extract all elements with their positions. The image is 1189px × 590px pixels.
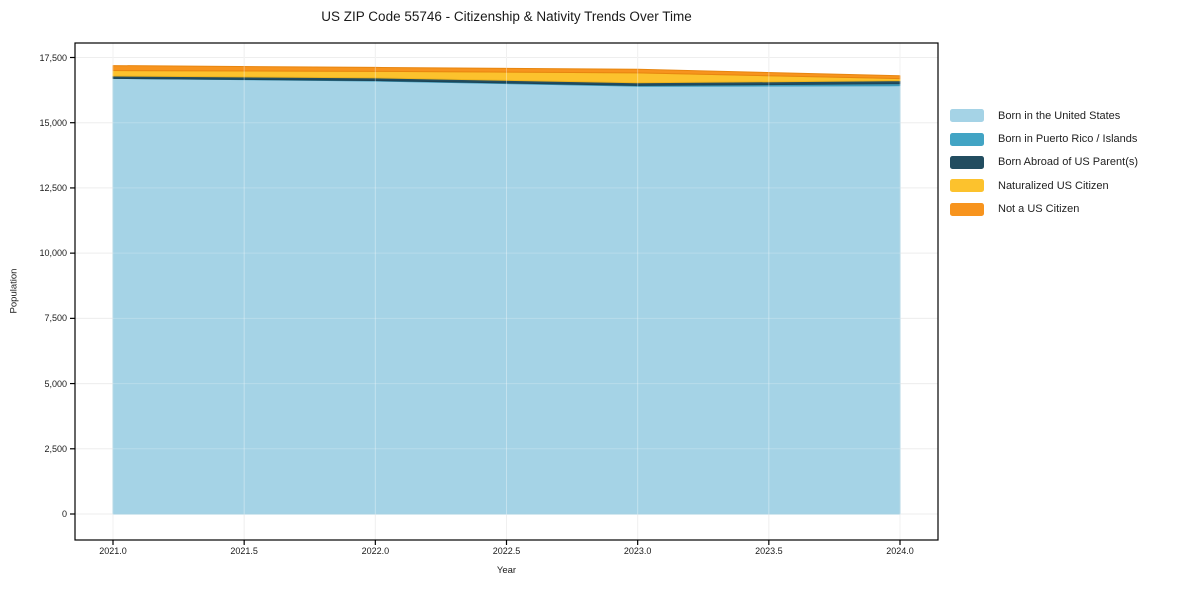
y-tick-label: 2,500	[44, 443, 67, 454]
y-tick-label: 5,000	[44, 378, 67, 389]
legend-label: Not a US Citizen	[998, 203, 1080, 216]
legend-swatch	[950, 179, 984, 193]
y-tick-label: 7,500	[44, 313, 67, 324]
x-tick-label: 2021.5	[230, 546, 258, 556]
y-tick-label: 12,500	[39, 182, 67, 193]
x-tick-label: 2021.0	[99, 546, 127, 556]
legend-label: Born Abroad of US Parent(s)	[998, 156, 1139, 169]
x-tick-label: 2023.5	[755, 546, 783, 556]
legend-item-born-abroad-of-us-parent-s: Born Abroad of US Parent(s)	[950, 151, 1138, 174]
y-axis-label: Population	[8, 268, 20, 314]
legend-swatch	[950, 132, 984, 146]
legend: Born in the United States Born in Puerto …	[950, 104, 1138, 221]
y-tick-label: 17,500	[39, 52, 67, 63]
legend-item-not-a-us-citizen: Not a US Citizen	[950, 198, 1138, 221]
legend-label: Born in Puerto Rico / Islands	[998, 133, 1138, 146]
y-tick-label: 0	[61, 509, 67, 519]
legend-swatch	[950, 155, 984, 169]
x-tick-label: 2022.5	[492, 546, 521, 556]
y-tick-label: 10,000	[39, 248, 67, 259]
x-axis-label: Year	[496, 565, 517, 576]
x-tick-label: 2022.0	[361, 546, 390, 556]
legend-label: Naturalized US Citizen	[998, 179, 1109, 192]
legend-swatch	[950, 109, 984, 123]
legend-item-naturalized-us-citizen: Naturalized US Citizen	[950, 174, 1138, 197]
x-tick-label: 2024.0	[886, 546, 914, 556]
legend-label: Born in the United States	[998, 109, 1121, 122]
area-not-a-us-citizen	[112, 65, 901, 80]
legend-swatch	[950, 202, 984, 216]
legend-item-born-in-the-united-states: Born in the United States	[950, 104, 1138, 127]
x-tick-label: 2023.0	[623, 546, 652, 556]
y-tick-label: 15,000	[39, 117, 67, 128]
chart-title: US ZIP Code 55746 - Citizenship & Nativi…	[321, 9, 692, 24]
legend-item-born-in-puerto-rico-islands: Born in Puerto Rico / Islands	[950, 127, 1138, 150]
